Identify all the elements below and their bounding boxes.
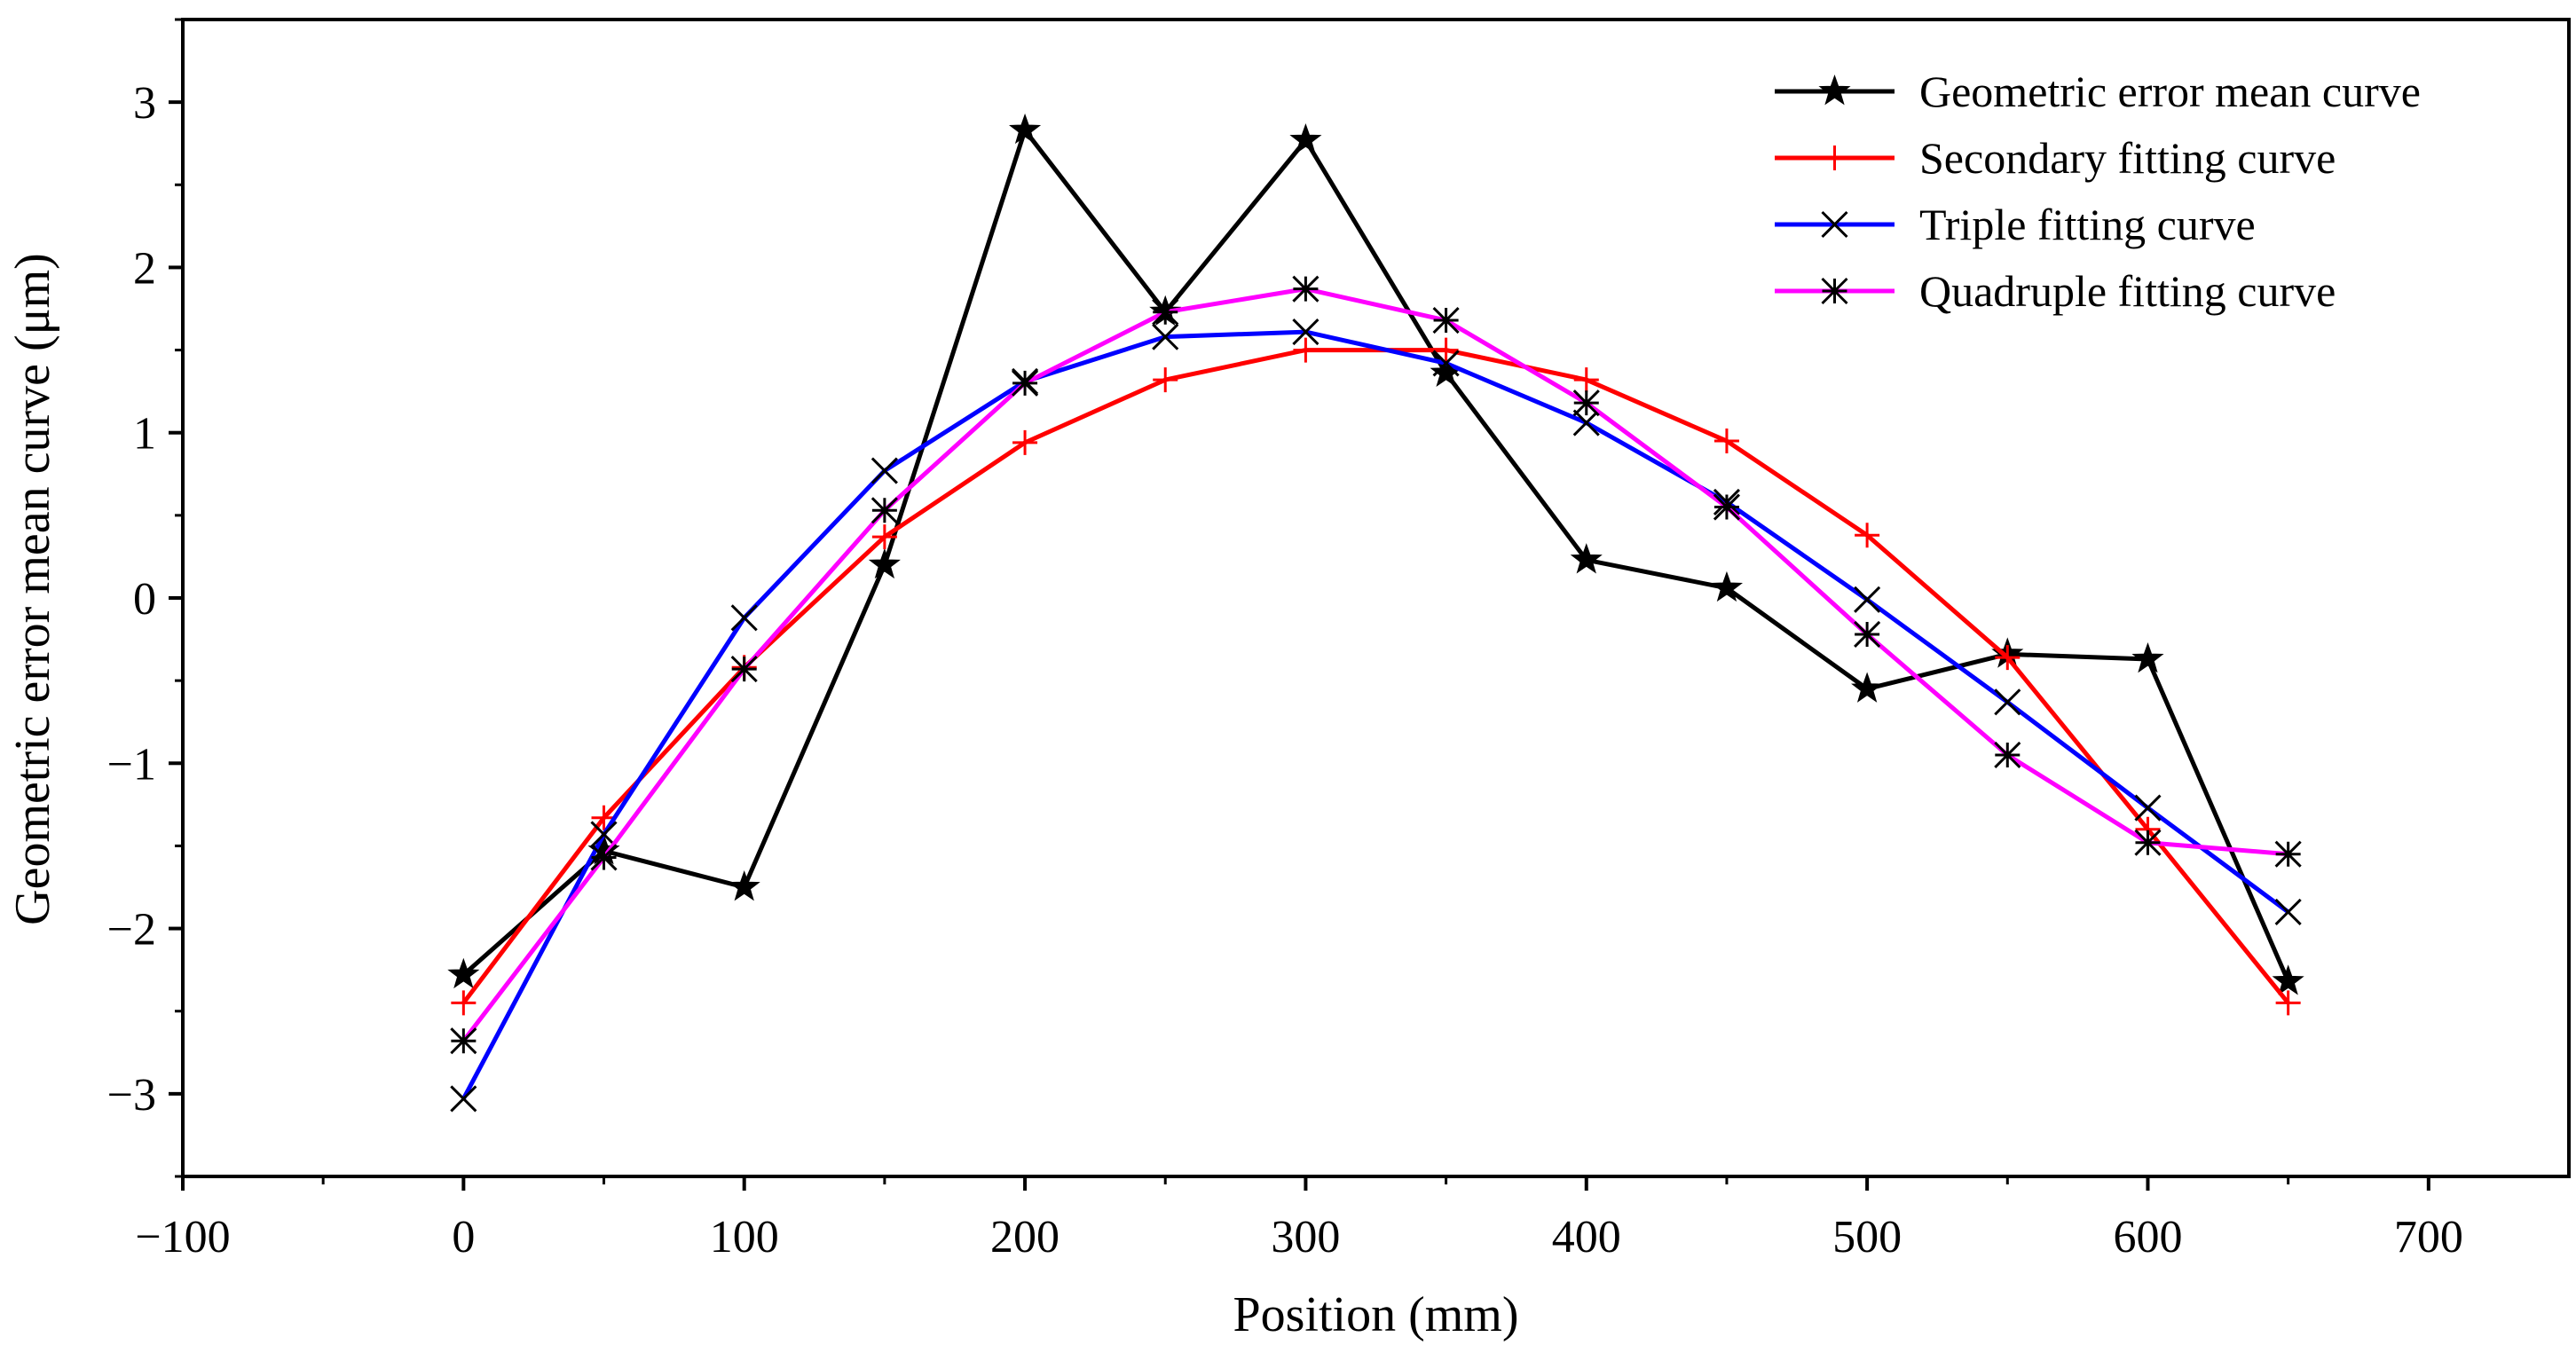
data-point	[590, 844, 618, 871]
data-point	[1854, 620, 1881, 649]
data-point	[1292, 319, 1320, 346]
data-point	[590, 821, 618, 848]
data-point	[870, 457, 898, 484]
y-tick-label: 3	[133, 78, 156, 129]
data-point	[1012, 429, 1038, 455]
data-point	[1573, 367, 1599, 393]
legend-label: Quadruple fitting curve	[1919, 266, 2336, 316]
data-point	[2274, 840, 2302, 868]
data-point	[2272, 964, 2304, 995]
y-axis-title: Geometric error mean curve (μm)	[5, 253, 60, 925]
data-point	[1293, 337, 1319, 363]
legend-item-2: Triple fitting curve	[1775, 200, 2256, 249]
data-point	[450, 1027, 477, 1055]
data-point	[1851, 672, 1884, 703]
x-tick-label: 500	[1832, 1212, 1902, 1262]
y-tick-label: 1	[133, 409, 156, 460]
data-point	[2131, 641, 2164, 673]
x-tick-label: 700	[2394, 1212, 2463, 1262]
data-point	[730, 656, 758, 683]
x-tick-label: 300	[1271, 1212, 1340, 1262]
data-point	[1854, 586, 1881, 613]
series-3	[450, 275, 2302, 1055]
data-point	[1710, 570, 1743, 602]
data-point	[1572, 409, 1600, 437]
data-point	[2275, 990, 2301, 1016]
data-point	[868, 547, 901, 579]
data-point	[1011, 369, 1039, 397]
data-point	[2134, 829, 2162, 856]
data-point	[1433, 337, 1459, 363]
x-axis-title: Position (mm)	[1233, 1287, 1518, 1342]
series-line-2	[461, 329, 2290, 1100]
data-point	[1570, 543, 1603, 574]
series-2	[450, 319, 2302, 1113]
x-tick-label: 600	[2113, 1212, 2182, 1262]
y-tick-label: −2	[107, 905, 156, 956]
legend-label: Geometric error mean curve	[1919, 67, 2421, 116]
data-point	[1855, 523, 1880, 548]
data-point	[1995, 645, 2021, 671]
x-tick-label: 0	[452, 1212, 475, 1262]
legend-item-1: Secondary fitting curve	[1775, 133, 2336, 183]
data-point	[870, 497, 898, 524]
legend-marker	[1822, 146, 1847, 170]
data-point	[1152, 323, 1179, 350]
series-line-0	[461, 128, 2290, 983]
legend-item-3: Quadruple fitting curve	[1775, 266, 2336, 316]
plot-frame	[181, 18, 2571, 1178]
legend-item-0: Geometric error mean curve	[1775, 67, 2421, 116]
data-point	[1572, 389, 1600, 417]
data-point	[1994, 688, 2021, 716]
data-point	[1994, 741, 2021, 769]
x-tick-label: −100	[135, 1212, 230, 1262]
data-point	[1432, 350, 1460, 377]
series-line-3	[461, 287, 2288, 1042]
x-tick-label: 100	[710, 1212, 779, 1262]
data-point	[730, 604, 758, 632]
data-point	[1289, 123, 1322, 154]
legend-label: Secondary fitting curve	[1919, 133, 2336, 183]
data-point	[2274, 898, 2302, 926]
legend-marker	[1821, 277, 1848, 305]
x-tick-label: 200	[990, 1212, 1060, 1262]
data-point	[871, 524, 897, 550]
y-tick-label: −1	[107, 739, 156, 790]
axes-layer: −100 0 100 200 300 400 500 600 700 −3 −2 −1 0 1 2 3 Posi…	[5, 18, 2571, 1342]
data-point	[1153, 367, 1178, 393]
y-tick-label: 2	[133, 243, 156, 294]
data-point	[1292, 275, 1320, 303]
data-point	[1152, 298, 1179, 326]
data-point	[451, 990, 477, 1016]
data-point	[447, 957, 480, 989]
data-point	[450, 1085, 477, 1113]
legend-marker	[1818, 75, 1851, 106]
legend: Geometric error mean curve Secondary fitt…	[1775, 67, 2421, 316]
data-point	[1713, 493, 1741, 521]
data-point	[1009, 113, 1042, 145]
series-1	[451, 337, 2301, 1016]
legend-label: Triple fitting curve	[1919, 200, 2256, 249]
y-tick-label: −3	[107, 1070, 156, 1121]
legend-marker	[1821, 210, 1848, 239]
data-point	[1432, 306, 1460, 334]
series-layer	[447, 113, 2304, 1113]
data-point	[2134, 794, 2162, 822]
data-point	[1713, 429, 1739, 454]
data-point	[728, 870, 760, 901]
x-tick-label: 400	[1552, 1212, 1621, 1262]
y-tick-label: 0	[133, 574, 156, 625]
